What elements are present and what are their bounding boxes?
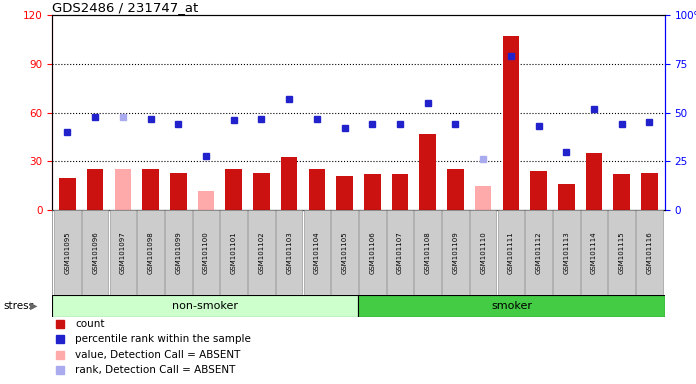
Bar (165, 210, 191, 295)
Text: GSM101098: GSM101098 (148, 231, 154, 274)
Text: GSM101101: GSM101101 (231, 231, 237, 274)
Bar (221, 210, 247, 295)
Text: GSM101096: GSM101096 (92, 231, 98, 274)
Bar (82, 210, 109, 295)
Bar (109, 210, 136, 295)
Bar (414, 210, 441, 295)
Bar (387, 210, 413, 295)
Text: GSM101111: GSM101111 (508, 231, 514, 274)
Text: stress: stress (3, 301, 35, 311)
Bar (170, 173, 187, 210)
Bar (641, 173, 658, 210)
Text: GSM101107: GSM101107 (397, 231, 403, 274)
Bar (54, 210, 81, 295)
Bar (198, 190, 214, 210)
Text: GSM101116: GSM101116 (647, 231, 652, 274)
Bar (359, 210, 386, 295)
Bar (558, 184, 575, 210)
Bar (475, 186, 491, 210)
Bar (530, 171, 547, 210)
Text: non-smoker: non-smoker (173, 301, 238, 311)
Bar (52, 295, 358, 317)
Bar (503, 36, 519, 210)
Text: GSM101100: GSM101100 (203, 231, 209, 274)
Bar (580, 210, 608, 295)
Text: GSM101115: GSM101115 (619, 231, 625, 274)
Text: rank, Detection Call = ABSENT: rank, Detection Call = ABSENT (75, 365, 236, 376)
Bar (498, 210, 524, 295)
Text: GSM101106: GSM101106 (370, 231, 375, 274)
Bar (193, 210, 219, 295)
Text: ▶: ▶ (30, 301, 37, 311)
Bar (331, 210, 358, 295)
Text: count: count (75, 319, 105, 329)
Bar (613, 174, 630, 210)
Bar (553, 210, 580, 295)
Bar (336, 176, 353, 210)
Bar (276, 210, 303, 295)
Text: GSM101105: GSM101105 (342, 231, 347, 274)
Bar (525, 210, 552, 295)
Bar (142, 169, 159, 210)
Text: GSM101095: GSM101095 (65, 231, 70, 274)
Bar (358, 295, 665, 317)
Bar (608, 210, 635, 295)
Bar (303, 210, 330, 295)
Text: GSM101114: GSM101114 (591, 231, 597, 274)
Bar (364, 174, 381, 210)
Bar (392, 174, 409, 210)
Bar (281, 157, 297, 210)
Bar (137, 210, 164, 295)
Bar (253, 173, 270, 210)
Text: percentile rank within the sample: percentile rank within the sample (75, 334, 251, 344)
Bar (447, 169, 464, 210)
Text: GSM101109: GSM101109 (452, 231, 459, 274)
Text: GDS2486 / 231747_at: GDS2486 / 231747_at (52, 1, 198, 14)
Bar (248, 210, 275, 295)
Bar (442, 210, 468, 295)
Text: GSM101112: GSM101112 (536, 231, 541, 274)
Text: GSM101099: GSM101099 (175, 231, 181, 274)
Text: GSM101104: GSM101104 (314, 231, 320, 274)
Text: GSM101113: GSM101113 (563, 231, 569, 274)
Bar (470, 210, 496, 295)
Bar (636, 210, 663, 295)
Bar (87, 169, 104, 210)
Bar (226, 169, 242, 210)
Text: GSM101108: GSM101108 (425, 231, 431, 274)
Bar (586, 153, 602, 210)
Text: value, Detection Call = ABSENT: value, Detection Call = ABSENT (75, 350, 241, 360)
Text: GSM101097: GSM101097 (120, 231, 126, 274)
Text: smoker: smoker (491, 301, 532, 311)
Bar (420, 134, 436, 210)
Text: GSM101103: GSM101103 (286, 231, 292, 274)
Bar (308, 169, 325, 210)
Bar (115, 169, 131, 210)
Text: GSM101110: GSM101110 (480, 231, 486, 274)
Bar (59, 178, 76, 210)
Text: GSM101102: GSM101102 (258, 231, 264, 274)
